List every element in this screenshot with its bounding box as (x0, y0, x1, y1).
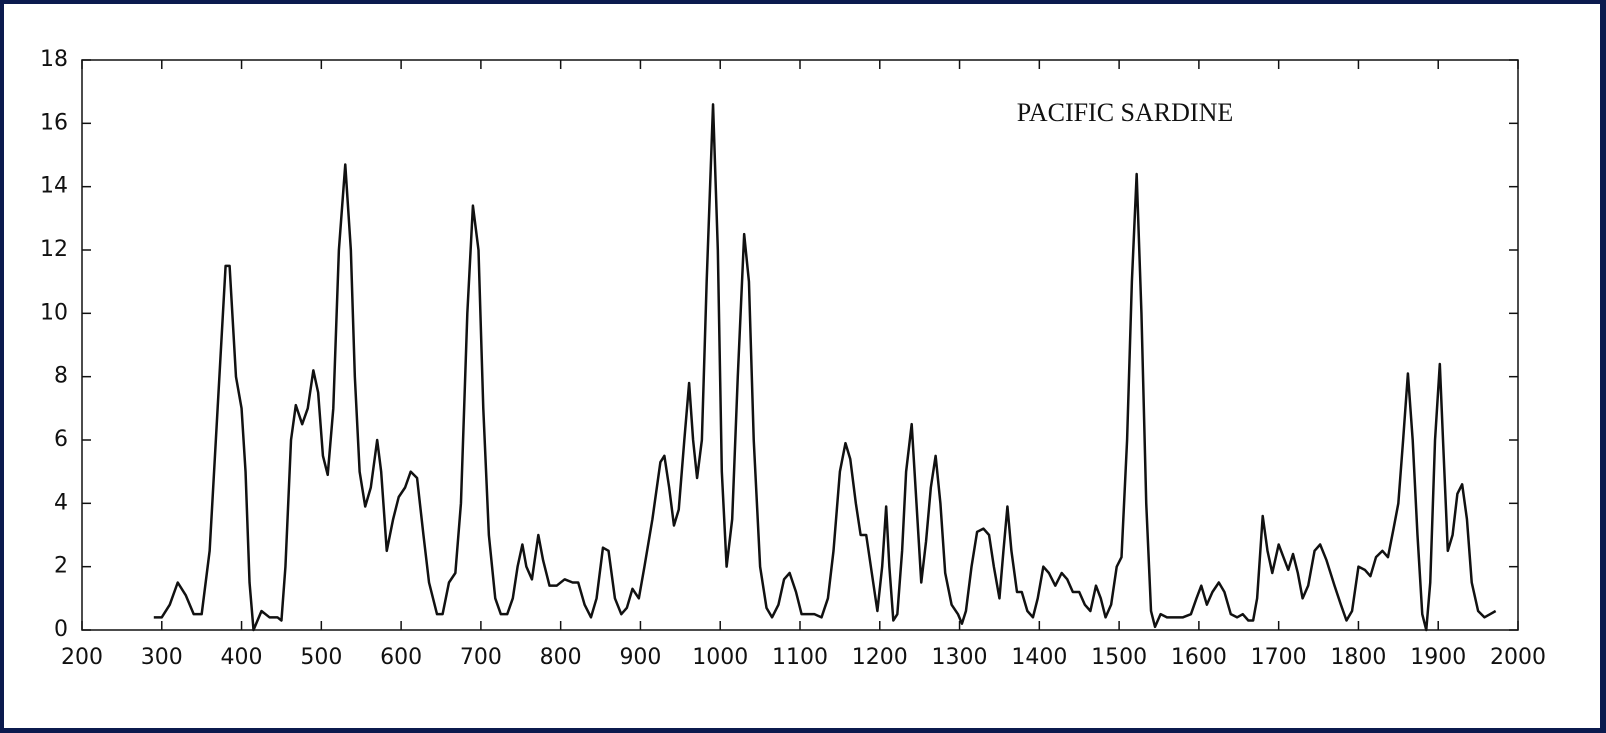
y-tick-label: 14 (40, 174, 68, 199)
x-tick-label: 500 (300, 645, 342, 670)
x-tick-label: 900 (619, 645, 661, 670)
x-tick-label: 800 (540, 645, 582, 670)
x-tick-label: 200 (61, 645, 103, 670)
x-tick-label: 1400 (1011, 645, 1067, 670)
y-tick-label: 12 (40, 237, 68, 262)
y-tick-label: 6 (54, 427, 68, 452)
x-tick-label: 1000 (692, 645, 748, 670)
x-tick-label: 1300 (932, 645, 988, 670)
x-tick-label: 1200 (852, 645, 908, 670)
x-tick-label: 2000 (1490, 645, 1546, 670)
x-tick-label: 1500 (1091, 645, 1147, 670)
y-tick-label: 18 (40, 47, 68, 72)
panel (4, 4, 1600, 728)
y-tick-label: 16 (40, 110, 68, 135)
x-tick-label: 400 (221, 645, 263, 670)
x-tick-label: 700 (460, 645, 502, 670)
x-tick-label: 1700 (1251, 645, 1307, 670)
x-tick-label: 1900 (1410, 645, 1466, 670)
y-tick-label: 4 (54, 490, 68, 515)
x-tick-label: 600 (380, 645, 422, 670)
x-tick-label: 1800 (1330, 645, 1386, 670)
y-tick-label: 8 (54, 364, 68, 389)
x-tick-label: 300 (141, 645, 183, 670)
annotation: PACIFIC SARDINE (1017, 98, 1233, 127)
y-tick-label: 0 (54, 617, 68, 642)
y-tick-label: 10 (40, 300, 68, 325)
x-tick-label: 1100 (772, 645, 828, 670)
y-tick-label: 2 (54, 554, 68, 579)
data-line (153, 103, 1497, 632)
x-tick-label: 1600 (1171, 645, 1227, 670)
